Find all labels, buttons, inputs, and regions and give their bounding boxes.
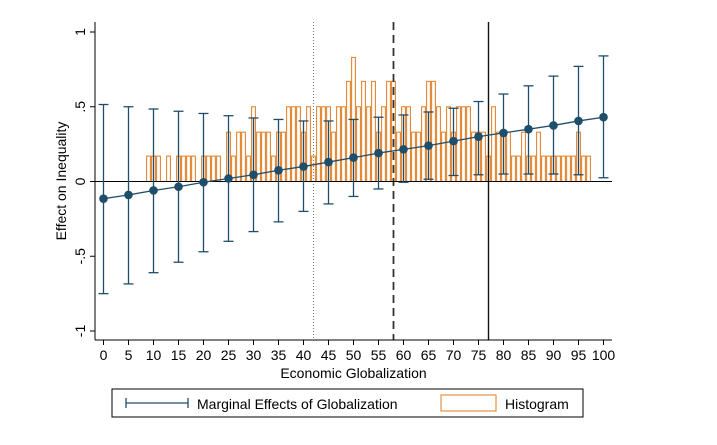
x-tick-label: 30 [246,347,262,363]
effect-point [149,186,158,195]
y-tick-label: -1 [72,325,88,338]
effect-point [549,121,558,130]
effect-point [574,116,583,126]
x-tick-label: 70 [446,347,462,363]
effect-point [199,177,208,187]
effect-point [374,148,383,158]
x-tick-label: 80 [496,347,512,363]
x-tick-label: 35 [271,347,287,363]
effect-point [349,153,358,162]
effect-point [99,194,108,203]
y-axis-ticks: -1 -.5 0 .5 1 [72,28,95,337]
x-tick-label: 50 [346,347,362,363]
x-tick-label: 60 [396,347,412,363]
effect-point [324,157,333,167]
y-axis-title: Effect on Inequality [53,122,69,241]
effect-point [449,136,458,146]
y-tick-label: -.5 [72,248,88,265]
legend-box [111,388,584,418]
effect-point [399,145,408,154]
x-tick-label: 25 [221,347,237,363]
effect-point [474,132,483,141]
y-tick-label: 0 [72,177,88,185]
effect-point [424,141,433,150]
x-tick-label: 100 [592,347,616,363]
effect-point [524,124,533,134]
legend-histogram-label: Histogram [505,396,569,412]
x-tick-label: 45 [321,347,337,363]
x-axis-ticks: 0 5 10 15 20 25 30 35 40 45 50 55 60 65 70 75 80 85 90 95 10… [100,340,616,363]
effect-point [599,112,608,122]
x-tick-label: 85 [521,347,537,363]
x-tick-label: 15 [171,347,187,363]
effect-point [299,162,308,171]
effect-point [224,174,233,183]
y-tick-label: .5 [72,101,88,113]
x-tick-label: 0 [100,347,108,363]
x-tick-label: 5 [125,347,133,363]
effect-point [499,128,508,138]
legend-effects-label: Marginal Effects of Globalization [197,396,398,412]
effect-point [274,165,283,175]
y-tick-label: 1 [72,28,88,36]
x-tick-label: 95 [571,347,587,363]
legend-histogram-key [440,394,497,412]
x-axis-title: Economic Globalization [280,365,426,381]
x-tick-label: 55 [371,347,387,363]
x-tick-label: 40 [296,347,312,363]
x-tick-label: 65 [421,347,437,363]
marginal-effects-points [99,112,608,203]
x-tick-label: 90 [546,347,562,363]
x-tick-label: 10 [146,347,162,363]
legend: Marginal Effects of Globalization Histog… [111,388,584,418]
effect-point [249,170,258,180]
x-tick-label: 20 [196,347,212,363]
effect-point [174,182,183,192]
x-tick-label: 75 [471,347,487,363]
effect-point [124,190,133,200]
legend-effects-key [125,398,189,408]
